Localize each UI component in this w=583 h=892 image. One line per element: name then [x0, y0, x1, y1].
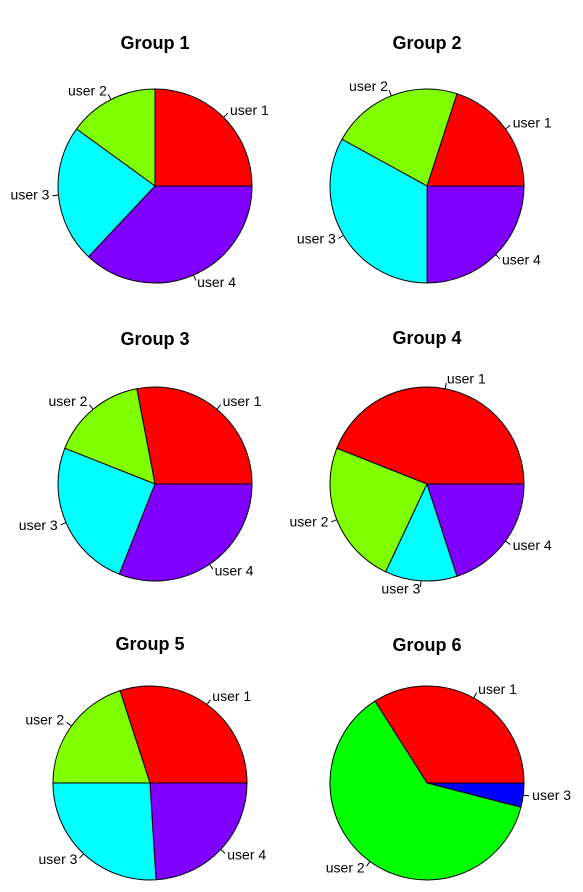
chart-title: Group 2: [392, 33, 461, 53]
label-tick: [388, 90, 392, 96]
slice-label: user 3: [39, 851, 78, 867]
pie-slice: [426, 782, 525, 808]
label-tick: [66, 722, 72, 727]
slice-label: user 4: [502, 252, 541, 268]
pie-chart-2: Group 2 user 1 user 2 user 3 user 4: [297, 33, 552, 284]
label-tick: [79, 853, 84, 859]
label-tick: [209, 563, 214, 570]
label-tick: [220, 849, 226, 854]
label-tick: [505, 125, 511, 130]
slice-label: user 2: [68, 82, 107, 98]
slice-label: user 2: [290, 514, 329, 530]
pie-slice: [336, 386, 525, 485]
pie-slice: [426, 483, 525, 577]
pie-slice: [52, 690, 151, 784]
pie-chart-6: Group 6 user 1 user 2 user 3: [326, 635, 571, 881]
label-tick: [52, 194, 59, 197]
label-tick: [338, 234, 344, 239]
label-tick: [223, 112, 229, 118]
slice-label: user 3: [19, 517, 58, 533]
slice-label: user 1: [223, 393, 262, 409]
slice-label: user 4: [197, 274, 236, 290]
pie-chart-1: Group 1 user 1 user 2 user 3 user 4: [11, 33, 270, 290]
slice-label: user 2: [49, 393, 88, 409]
pie-slice: [426, 185, 525, 284]
pie-slice: [426, 93, 525, 187]
slice-label: user 4: [227, 846, 266, 862]
pie-slice: [119, 685, 248, 784]
pie-chart-3: Group 3 user 1 user 2 user 3 user 4: [19, 329, 262, 582]
slice-label: user 2: [349, 78, 388, 94]
pie-slice: [57, 128, 156, 258]
label-tick: [60, 522, 67, 526]
chart-title: Group 4: [392, 328, 461, 348]
label-tick: [331, 519, 337, 523]
pie-slice: [341, 88, 458, 187]
pie-slice: [385, 482, 458, 582]
pie-slice: [75, 88, 156, 187]
label-tick: [206, 699, 211, 705]
pie-slice: [154, 88, 253, 187]
slice-label: user 1: [230, 102, 269, 118]
slice-label: user 3: [297, 231, 336, 247]
pie-slice: [329, 138, 428, 284]
slice-label: user 2: [326, 859, 365, 875]
label-tick: [366, 861, 371, 867]
pie-slice: [329, 700, 522, 881]
slice-label: user 1: [513, 114, 552, 130]
label-tick: [523, 794, 530, 797]
pie-slice: [136, 386, 253, 485]
label-tick: [505, 540, 511, 545]
slice-label: user 2: [25, 711, 64, 727]
chart-title: Group 3: [120, 329, 189, 349]
slice-label: user 1: [478, 681, 517, 697]
label-tick: [88, 404, 94, 410]
slice-label: user 3: [532, 787, 571, 803]
label-tick: [495, 254, 501, 260]
slice-label: user 3: [381, 580, 420, 596]
slice-label: user 4: [513, 537, 552, 553]
chart-title: Group 6: [392, 635, 461, 655]
slice-label: user 4: [215, 562, 254, 578]
slice-label: user 1: [212, 688, 251, 704]
chart-title: Group 5: [115, 634, 184, 654]
label-tick: [107, 94, 112, 100]
label-tick: [193, 274, 197, 281]
chart-title: Group 1: [120, 33, 189, 53]
pie-slice: [149, 782, 248, 881]
slice-label: user 1: [447, 371, 486, 387]
label-tick: [473, 692, 478, 699]
pie-slice: [57, 447, 156, 575]
label-tick: [444, 382, 447, 389]
label-tick: [216, 404, 222, 410]
pie-chart-5: Group 5 user 1 user 2 user 3 user 4: [25, 634, 266, 881]
pie-chart-4: Group 4 user 1 user 2 user 3 user 4: [290, 328, 552, 597]
slice-label: user 3: [11, 187, 50, 203]
